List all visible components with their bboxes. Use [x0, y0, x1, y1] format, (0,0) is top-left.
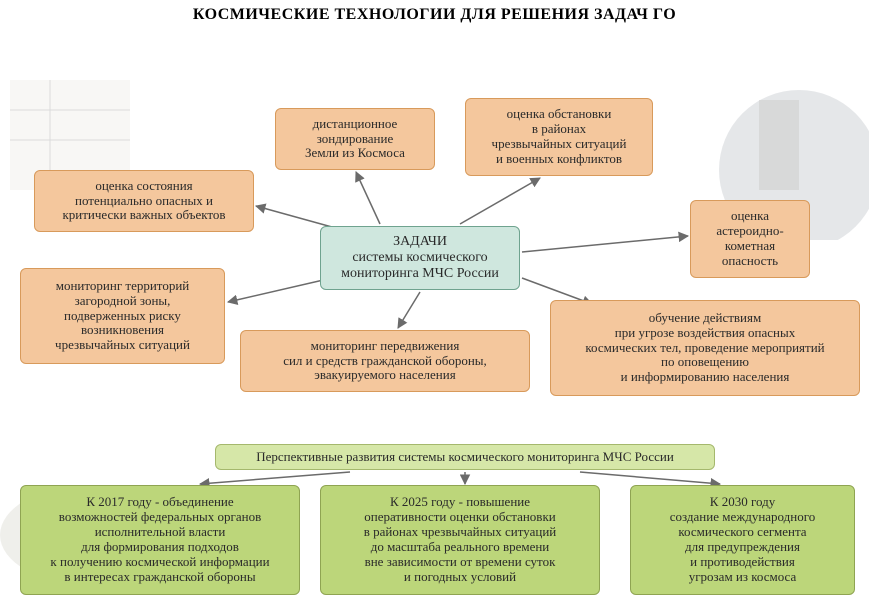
- node-line: оценка состояния: [62, 179, 225, 194]
- arrow-7: [200, 472, 350, 484]
- node-text: К 2030 годусоздание международногокосмич…: [670, 495, 816, 585]
- node-text: оценка обстановкив районахчрезвычайных с…: [492, 107, 627, 167]
- node-line: критически важных объектов: [62, 208, 225, 223]
- node-line: оценка: [716, 209, 783, 224]
- arrow-1: [356, 172, 380, 224]
- node-line: дистанционное: [305, 117, 405, 132]
- node-line: К 2017 году - объединение: [50, 495, 269, 510]
- node-line: мониторинг территорий: [55, 279, 190, 294]
- node-line: мониторинга МЧС России: [341, 266, 499, 282]
- node-line: в интересах гражданской обороны: [50, 570, 269, 585]
- node-n5: мониторинг территорийзагородной зоны,под…: [20, 268, 225, 364]
- node-text: дистанционноезондированиеЗемли из Космос…: [305, 117, 405, 162]
- node-n3: оценка обстановкив районахчрезвычайных с…: [465, 98, 653, 176]
- node-line: системы космического: [341, 250, 499, 266]
- arrow-9: [580, 472, 720, 484]
- node-text: обучение действиямпри угрозе воздействия…: [585, 311, 824, 386]
- node-center: ЗАДАЧИсистемы космическогомониторинга МЧ…: [320, 226, 520, 290]
- node-line: по оповещению: [585, 355, 824, 370]
- node-n2: дистанционноезондированиеЗемли из Космос…: [275, 108, 435, 170]
- node-line: в районах чрезвычайных ситуаций: [364, 525, 556, 540]
- node-line: космического сегмента: [670, 525, 816, 540]
- node-line: астероидно-: [716, 224, 783, 239]
- page-title: КОСМИЧЕСКИЕ ТЕХНОЛОГИИ ДЛЯ РЕШЕНИЯ ЗАДАЧ…: [0, 0, 869, 24]
- node-n4: оценкаастероидно-кометнаяопасность: [690, 200, 810, 278]
- node-perspHeader: Перспективные развития системы космическ…: [215, 444, 715, 470]
- node-line: подверженных риску: [55, 309, 190, 324]
- node-text: мониторинг передвижениясил и средств гра…: [283, 339, 487, 384]
- node-line: потенциально опасных и: [62, 194, 225, 209]
- node-text: оценка состоянияпотенциально опасных икр…: [62, 179, 225, 224]
- node-line: ЗАДАЧИ: [341, 234, 499, 250]
- node-p1: К 2017 году - объединениевозможностей фе…: [20, 485, 300, 595]
- node-line: исполнительной власти: [50, 525, 269, 540]
- node-text: оценкаастероидно-кометнаяопасность: [716, 209, 783, 269]
- node-line: опасность: [716, 254, 783, 269]
- arrow-3: [522, 236, 688, 252]
- node-line: загородной зоны,: [55, 294, 190, 309]
- node-line: для формирования подходов: [50, 540, 269, 555]
- node-text: мониторинг территорийзагородной зоны,под…: [55, 279, 190, 354]
- node-line: к получению космической информации: [50, 555, 269, 570]
- node-line: угрозам из космоса: [670, 570, 816, 585]
- arrow-5: [398, 292, 420, 328]
- node-n6: мониторинг передвижениясил и средств гра…: [240, 330, 530, 392]
- node-line: возможностей федеральных органов: [50, 510, 269, 525]
- node-p2: К 2025 году - повышениеоперативности оце…: [320, 485, 600, 595]
- node-line: Земли из Космоса: [305, 146, 405, 161]
- node-line: сил и средств гражданской обороны,: [283, 354, 487, 369]
- node-line: при угрозе воздействия опасных: [585, 326, 824, 341]
- node-line: Перспективные развития системы космическ…: [256, 450, 674, 465]
- node-line: зондирование: [305, 132, 405, 147]
- node-text: ЗАДАЧИсистемы космическогомониторинга МЧ…: [341, 234, 499, 282]
- node-text: Перспективные развития системы космическ…: [256, 450, 674, 465]
- node-line: и информированию населения: [585, 370, 824, 385]
- node-line: вне зависимости от времени суток: [364, 555, 556, 570]
- node-line: для предупреждения: [670, 540, 816, 555]
- node-line: чрезвычайных ситуаций: [55, 338, 190, 353]
- node-p3: К 2030 годусоздание международногокосмич…: [630, 485, 855, 595]
- node-line: оценка обстановки: [492, 107, 627, 122]
- node-line: до масштаба реального времени: [364, 540, 556, 555]
- node-line: возникновения: [55, 323, 190, 338]
- arrow-6: [228, 278, 332, 302]
- node-line: обучение действиям: [585, 311, 824, 326]
- node-line: космических тел, проведение мероприятий: [585, 341, 824, 356]
- node-line: оперативности оценки обстановки: [364, 510, 556, 525]
- node-line: мониторинг передвижения: [283, 339, 487, 354]
- node-line: эвакуируемого населения: [283, 368, 487, 383]
- node-n1: оценка состоянияпотенциально опасных икр…: [34, 170, 254, 232]
- node-line: К 2030 году: [670, 495, 816, 510]
- node-line: К 2025 году - повышение: [364, 495, 556, 510]
- node-text: К 2017 году - объединениевозможностей фе…: [50, 495, 269, 585]
- node-n7: обучение действиямпри угрозе воздействия…: [550, 300, 860, 396]
- node-line: в районах: [492, 122, 627, 137]
- node-line: чрезвычайных ситуаций: [492, 137, 627, 152]
- node-line: и военных конфликтов: [492, 152, 627, 167]
- node-line: создание международного: [670, 510, 816, 525]
- node-text: К 2025 году - повышениеоперативности оце…: [364, 495, 556, 585]
- node-line: и погодных условий: [364, 570, 556, 585]
- arrow-2: [460, 178, 540, 224]
- node-line: кометная: [716, 239, 783, 254]
- node-line: и противодействия: [670, 555, 816, 570]
